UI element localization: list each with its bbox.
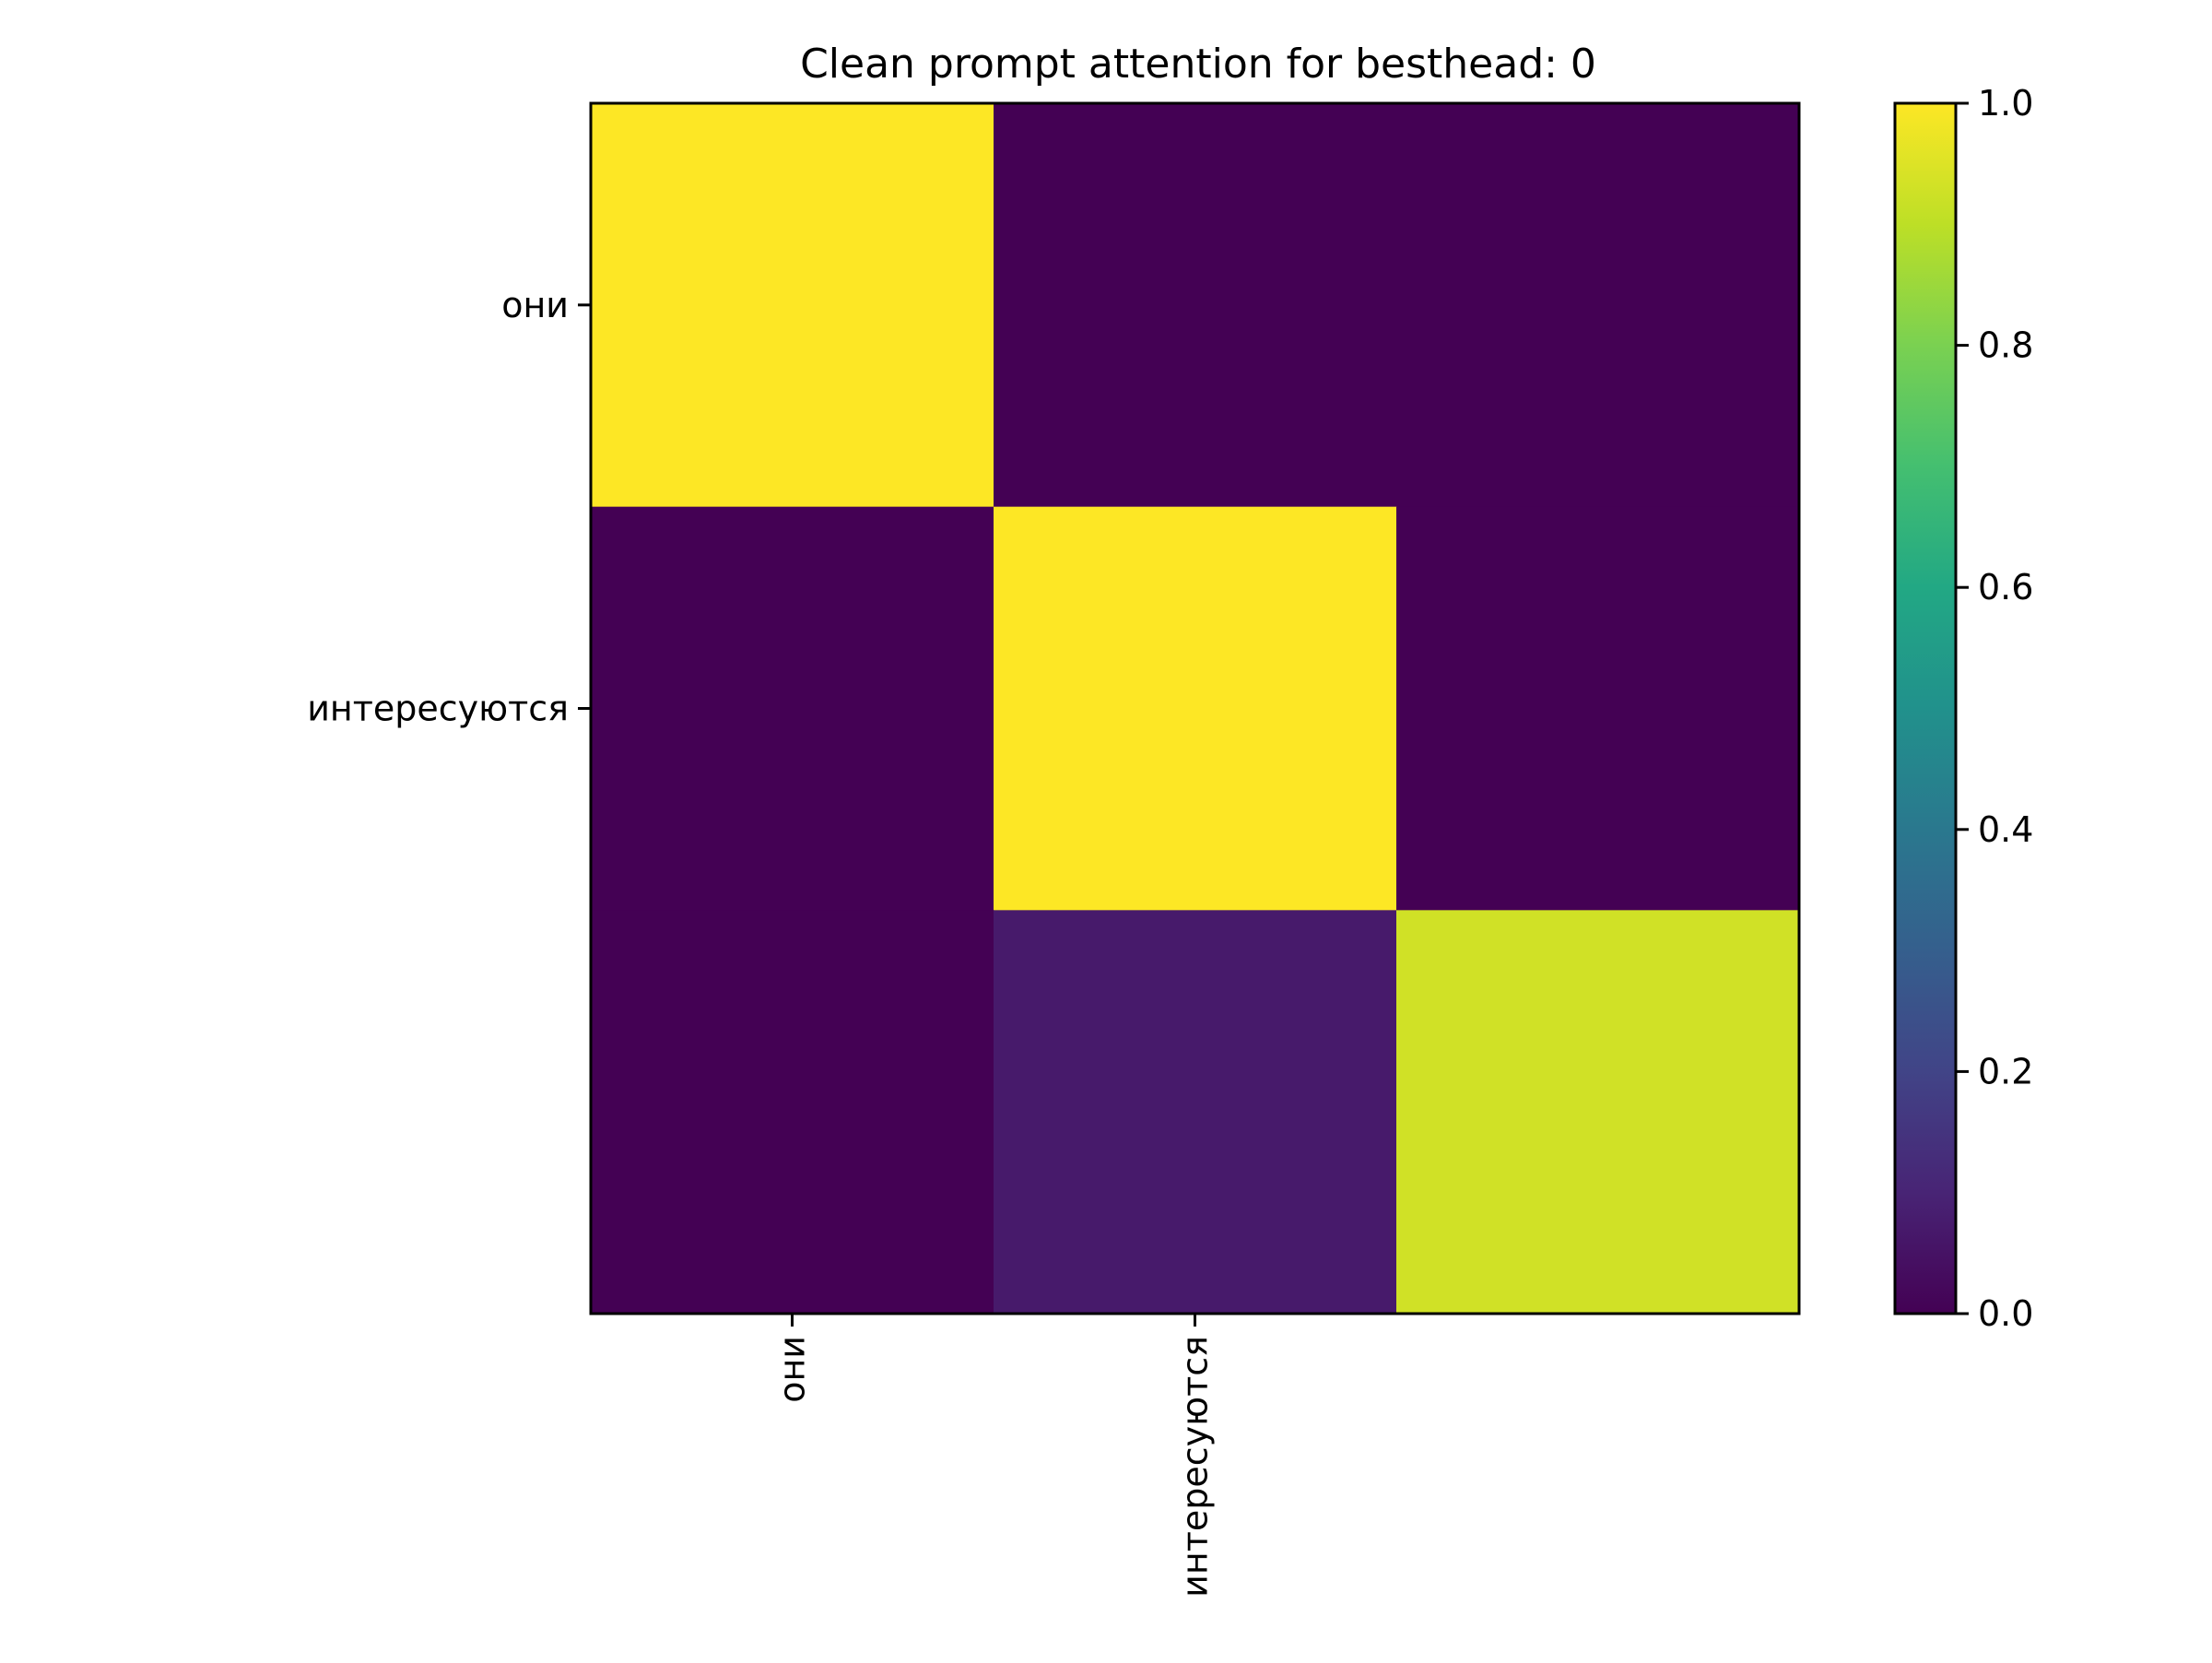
y-axis: они интересуются	[307, 285, 591, 729]
x-tick-label: они	[772, 1336, 813, 1403]
x-tick-label: интересуются	[1175, 1336, 1216, 1598]
colorbar-axis: 0.0 0.2 0.4 0.6 0.8 1.0	[1956, 83, 2033, 1334]
heatmap-cell-r0-c1	[994, 103, 1397, 508]
colorbar-tick-label: 1.0	[1978, 83, 2033, 124]
heatmap-cell-r0-c2	[1396, 103, 1800, 508]
colorbar-tick-label: 0.2	[1978, 1051, 2033, 1091]
colorbar-tick-label: 0.0	[1978, 1293, 2033, 1334]
heatmap-cell-r1-c1	[994, 506, 1397, 911]
heatmap-cells	[591, 103, 1800, 1315]
chart-title: Clean prompt attention for besthead: 0	[800, 41, 1596, 88]
y-tick-label: они	[501, 285, 569, 325]
colorbar	[1895, 103, 1956, 1314]
heatmap-cell-r2-c2	[1396, 910, 1800, 1315]
heatmap-cell-r1-c0	[591, 506, 994, 911]
colorbar-frame	[1893, 101, 1958, 1315]
colorbar-tick-label: 0.8	[1978, 325, 2033, 366]
y-tick-label: интересуются	[307, 689, 569, 729]
colorbar-tick-label: 0.4	[1978, 809, 2033, 850]
heatmap-cell-r2-c0	[591, 910, 994, 1315]
heatmap-cell-r0-c0	[591, 103, 994, 508]
heatmap-cell-r2-c1	[994, 910, 1397, 1315]
heatmap-cell-r1-c2	[1396, 506, 1800, 911]
x-axis: они интересуются	[772, 1314, 1216, 1598]
colorbar-tick-label: 0.6	[1978, 567, 2033, 607]
